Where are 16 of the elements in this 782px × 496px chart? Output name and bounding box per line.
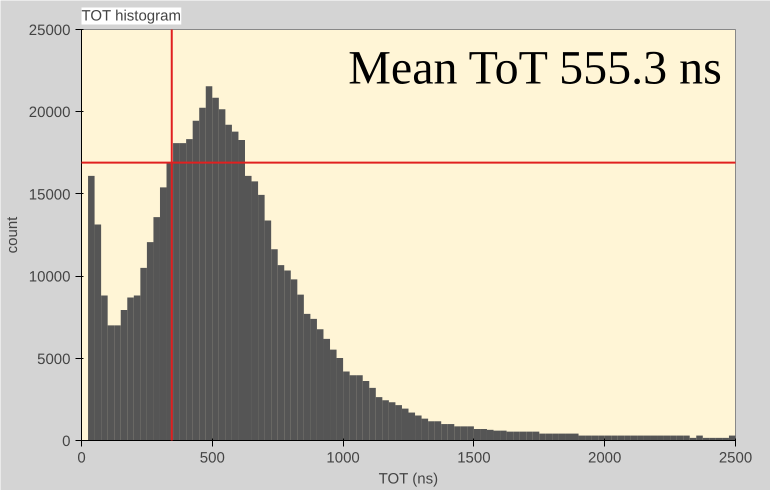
x-tick-label: 500 [200, 450, 225, 466]
y-tick-label: 5000 [37, 350, 71, 368]
y-axis-title: count [4, 216, 21, 254]
y-tick-label: 15000 [28, 186, 71, 204]
chart-title: TOT histogram [82, 8, 181, 24]
y-tick-label: 20000 [28, 104, 71, 122]
x-tick-label: 2000 [588, 450, 622, 466]
x-axis-title: TOT (ns) [378, 470, 438, 488]
annotation: Mean ToT 555.3 ns [348, 42, 722, 94]
x-tick-label: 1500 [457, 450, 491, 466]
x-tick-label: 0 [77, 450, 86, 466]
x-tick-label: 1000 [326, 450, 360, 466]
y-tick-label: 10000 [28, 268, 71, 286]
y-tick-label: 25000 [28, 22, 71, 39]
x-tick-label: 2500 [718, 450, 752, 466]
y-tick-label: 0 [62, 433, 70, 450]
